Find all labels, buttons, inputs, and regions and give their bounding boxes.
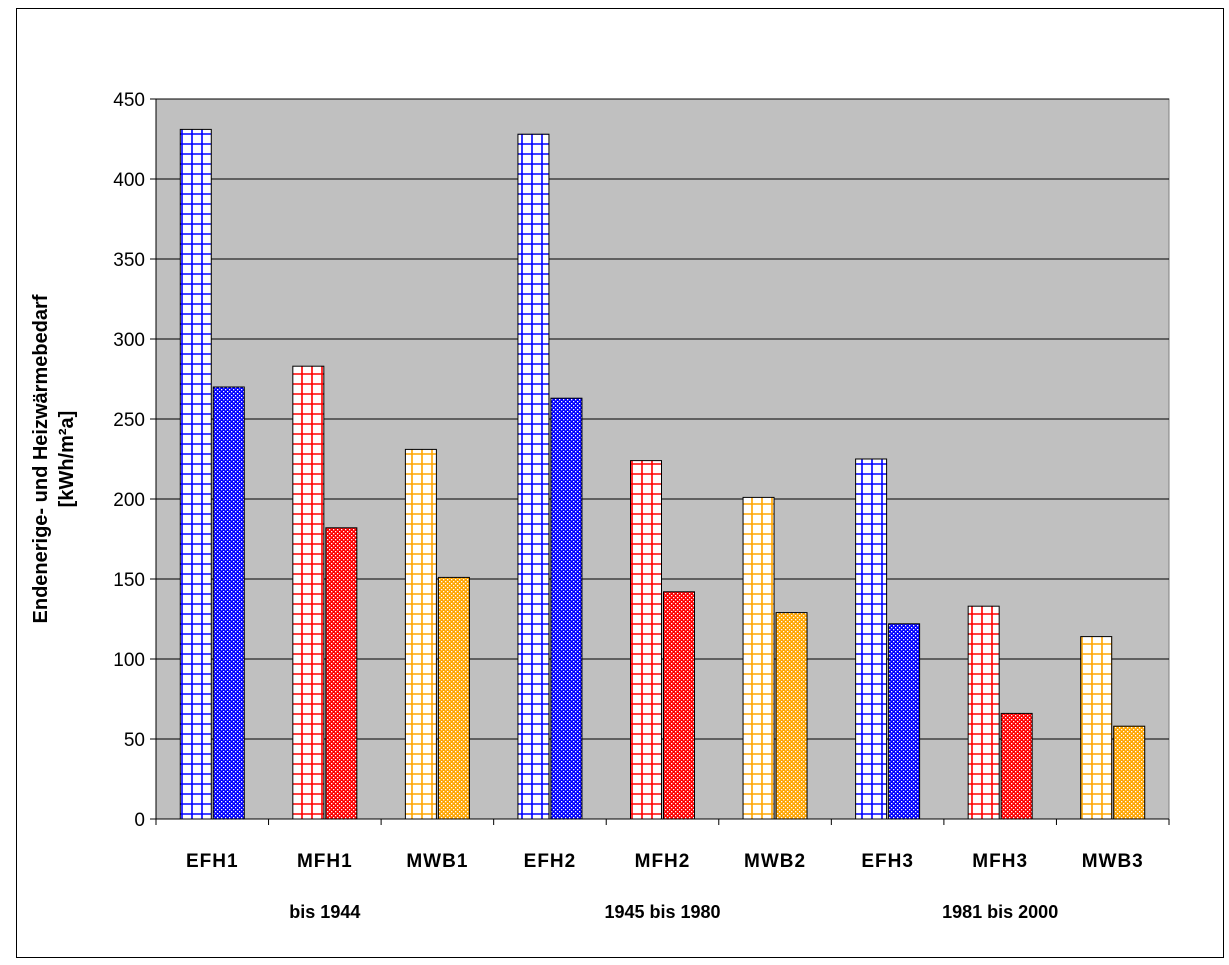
y-tick-label: 250	[113, 410, 145, 431]
bar-efh1-dots	[212, 386, 245, 820]
y-axis-label-line1: Endenerige- und Heizwärmebedarf	[30, 294, 52, 623]
category-label: MWB1	[406, 851, 468, 872]
category-label: MFH2	[635, 851, 691, 872]
bar-efh2-grid	[517, 133, 550, 820]
bar-efh3-dots	[888, 623, 921, 820]
bars	[179, 128, 1146, 820]
category-labels: EFH1 MFH1 MWB1 EFH2 MFH2 MWB2 EFH3 MFH3 MWB3	[186, 851, 1144, 872]
y-tick-label: 350	[113, 250, 145, 271]
chart-frame: 0 50 100 150 200 250 300 350 400 450 EFH1 MFH1 MWB1…	[16, 8, 1224, 958]
axes	[150, 98, 1170, 825]
bar-mwb3-dots	[1113, 725, 1146, 820]
category-label: MFH1	[297, 851, 353, 872]
bar-mwb2-grid	[742, 496, 775, 820]
y-tick-label: 100	[113, 650, 145, 671]
bar-mfh3-grid	[967, 605, 1000, 820]
gridlines	[156, 98, 1169, 740]
y-tick-label: 400	[113, 170, 145, 191]
group-label: 1981 bis 2000	[942, 902, 1058, 922]
plot-area	[155, 98, 1170, 820]
bar-chart: 0 50 100 150 200 250 300 350 400 450 EFH1 MFH1 MWB1…	[30, 90, 1170, 922]
bar-mwb2-dots	[775, 612, 808, 820]
category-label: MFH3	[972, 851, 1028, 872]
group-label: bis 1944	[289, 902, 360, 922]
y-axis-label-line2: [kWh/m²a]	[56, 411, 78, 508]
bar-mfh3-dots	[1000, 712, 1033, 820]
bar-efh1-grid	[179, 128, 212, 820]
bar-mwb1-dots	[437, 576, 470, 820]
group-label: 1945 bis 1980	[604, 902, 720, 922]
y-tick-label: 0	[134, 810, 145, 831]
bar-mwb3-grid	[1080, 636, 1113, 820]
bar-efh3-grid	[855, 458, 888, 820]
y-tick-label: 450	[113, 90, 145, 111]
bar-mfh2-grid	[630, 460, 662, 820]
y-tick-label: 200	[113, 490, 145, 511]
y-tick-label: 300	[113, 330, 145, 351]
bar-mwb1-grid	[404, 448, 437, 820]
bar-mfh1-dots	[325, 527, 358, 820]
category-label: EFH2	[524, 851, 577, 872]
bar-mfh2-dots	[663, 591, 695, 820]
category-label: MWB2	[744, 851, 806, 872]
category-label: MWB3	[1082, 851, 1144, 872]
y-tick-labels: 0 50 100 150 200 250 300 350 400 450	[113, 90, 145, 831]
category-label: EFH1	[186, 851, 239, 872]
y-tick-label: 50	[124, 730, 145, 751]
group-labels: bis 1944 1945 bis 1980 1981 bis 2000	[289, 902, 1058, 922]
bar-mfh1-grid	[292, 365, 325, 820]
bar-efh2-dots	[550, 397, 583, 820]
category-label: EFH3	[861, 851, 914, 872]
y-tick-label: 150	[113, 570, 145, 591]
